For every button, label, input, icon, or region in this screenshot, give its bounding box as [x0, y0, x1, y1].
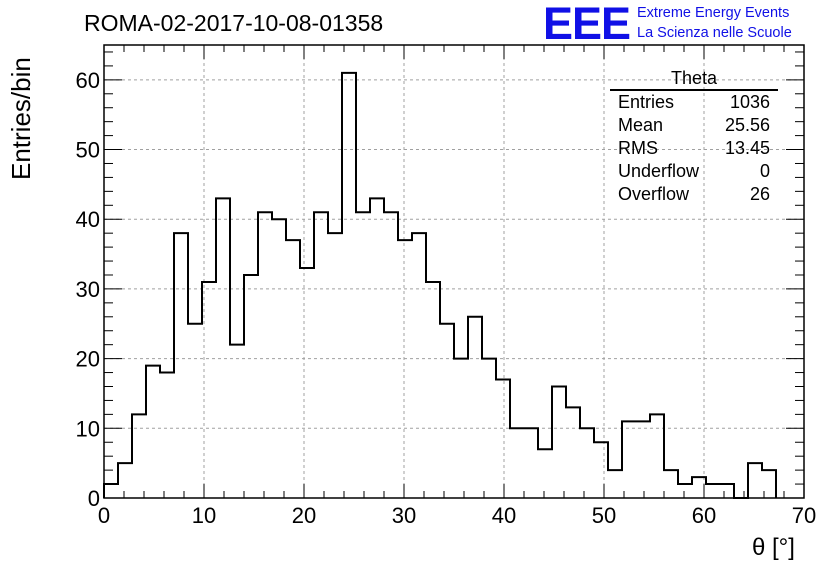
y-tick-label: 0 [88, 486, 100, 511]
stats-row-mean: Mean 25.56 [610, 114, 778, 137]
histogram-bin [482, 359, 496, 498]
y-tick-label: 20 [76, 347, 100, 372]
histogram-bin [496, 380, 510, 498]
x-tick-label: 70 [792, 503, 816, 528]
plot-frame [103, 44, 805, 499]
histogram-bin [174, 233, 188, 498]
histogram-bin [468, 317, 482, 498]
histogram-bin [328, 233, 342, 498]
y-tick-label: 30 [76, 277, 100, 302]
histogram-bin [342, 73, 356, 498]
x-tick-label: 10 [192, 503, 216, 528]
x-tick-label: 30 [392, 503, 416, 528]
histogram-bin [594, 442, 608, 498]
logo-caption-line1: Extreme Energy Events [637, 5, 790, 21]
histogram-bin [748, 463, 762, 498]
stats-label: Entries [618, 92, 675, 112]
x-tick-label: 20 [292, 503, 316, 528]
stats-title: Theta [610, 68, 778, 91]
logo-caption-line2: La Scienza nelle Scuole [637, 25, 792, 41]
histogram-bin [258, 212, 272, 498]
histogram-bin [552, 386, 566, 498]
histogram-bin [706, 484, 720, 498]
histogram-series [103, 71, 777, 499]
histogram-bin [622, 421, 636, 498]
eee-logo: EEE [543, 0, 631, 49]
logo-caption: Extreme Energy Events La Scienza nelle S… [637, 3, 792, 43]
histogram-bin [272, 219, 286, 498]
histogram-bin [146, 366, 160, 498]
stats-label: RMS [618, 138, 658, 158]
histogram-title: ROMA-02-2017-10-08-01358 [84, 10, 384, 36]
x-tick-label: 60 [692, 503, 716, 528]
y-tick-label: 50 [76, 138, 100, 163]
histogram-bin [678, 484, 692, 498]
histogram-bin [692, 477, 706, 498]
histogram-bin [300, 268, 314, 498]
histogram-bin [202, 282, 216, 498]
y-tick-label: 40 [76, 207, 100, 232]
histogram-bin [454, 359, 468, 498]
histogram-bin [510, 428, 524, 498]
histogram-bin [286, 240, 300, 498]
stats-value: 13.45 [724, 138, 770, 158]
stats-row-overflow: Overflow 26 [610, 183, 778, 206]
histogram-bin [720, 484, 734, 498]
histogram-bin [650, 414, 664, 498]
stats-box: Theta Entries 1036 Mean 25.56 RMS 13.45 … [610, 68, 778, 206]
histogram-bin [160, 373, 174, 498]
histogram-bin [188, 324, 202, 498]
histogram-bin [636, 421, 650, 498]
stats-value: 1036 [729, 92, 770, 112]
stats-row-rms: RMS 13.45 [610, 137, 778, 160]
histogram-bin [426, 282, 440, 498]
histogram-bin [440, 324, 454, 498]
stats-row-underflow: Underflow 0 [610, 160, 778, 183]
stats-value: 26 [749, 184, 770, 204]
histogram-bin [132, 414, 146, 498]
stats-value: 25.56 [724, 115, 770, 135]
x-tick-label: 40 [492, 503, 516, 528]
histogram-bin [356, 212, 370, 498]
histogram-bin [314, 212, 328, 498]
stats-value: 0 [759, 161, 770, 181]
histogram-bin [118, 463, 132, 498]
histogram-bin [608, 470, 622, 498]
histogram-bin [762, 470, 776, 498]
histogram-bin [664, 470, 678, 498]
histogram-bin [216, 198, 230, 498]
y-tick-label: 60 [76, 68, 100, 93]
x-tick-label: 50 [592, 503, 616, 528]
y-tick-label: 10 [76, 416, 100, 441]
y-axis-label: Entries/bin [6, 57, 36, 180]
stats-label: Mean [618, 115, 664, 135]
histogram-bin [230, 345, 244, 498]
histogram-bin [566, 407, 580, 498]
histogram-bin [524, 428, 538, 498]
histogram-bin [412, 233, 426, 498]
histogram-bin [398, 240, 412, 498]
histogram-bin [384, 212, 398, 498]
histogram-bin [370, 198, 384, 498]
stats-row-entries: Entries 1036 [610, 91, 778, 114]
histogram-bin [538, 449, 552, 498]
histogram-bin [244, 275, 258, 498]
histogram-bin [580, 428, 594, 498]
stats-label: Overflow [618, 184, 690, 204]
histogram-bin [104, 484, 118, 498]
x-tick-label: 0 [98, 503, 110, 528]
stats-label: Underflow [618, 161, 700, 181]
x-axis-label: θ [°] [752, 534, 795, 561]
